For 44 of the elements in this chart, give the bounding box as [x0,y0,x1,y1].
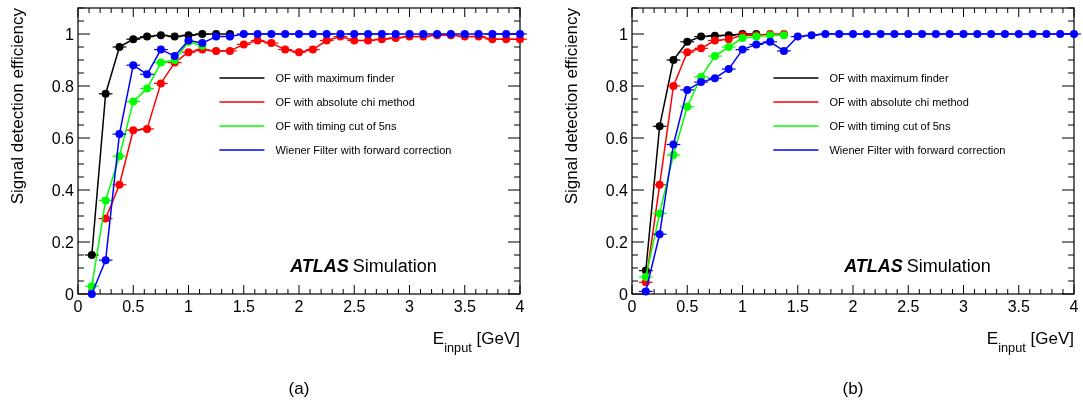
legend-label: OF with timing cut of 5ns [275,120,397,132]
x-axis-title: E$_{input}$ [GeV] [986,329,1074,355]
x-tick-label: 2 [294,298,304,315]
x-tick-label: 4 [515,298,525,315]
y-tick-label: 1 [65,26,75,43]
y-tick-label: 0.4 [51,182,75,199]
legend-label: OF with maximum finder [829,72,949,84]
x-tick-label: 1 [184,298,194,315]
y-tick-label: 1 [619,26,629,43]
legend-label: OF with timing cut of 5ns [829,120,951,132]
y-axis-title: Signal detection efficiency [8,7,27,205]
y-axis-title: Signal detection efficiency [562,7,581,205]
x-tick-label: 0.5 [122,298,145,315]
legend-label: Wiener Filter with forward correction [275,144,452,156]
legend-label: OF with maximum finder [275,72,395,84]
x-tick-label: 3.5 [453,298,476,315]
y-tick-label: 0.6 [605,130,629,147]
y-tick-label: 0.8 [605,78,629,95]
y-tick-label: 0 [65,286,75,303]
legend-label: Wiener Filter with forward correction [829,144,1006,156]
x-tick-label: 3.5 [1007,298,1030,315]
x-tick-label: 1.5 [786,298,809,315]
x-tick-label: 2.5 [343,298,366,315]
y-tick-label: 0.8 [51,78,75,95]
x-tick-label: 2.5 [897,298,920,315]
annotation: ATLAS Simulation [289,256,437,276]
text: (a) [288,379,310,398]
legend-label: OF with absolute chi method [829,96,969,108]
x-tick-label: 0.5 [676,298,699,315]
x-tick-label: 3 [405,298,415,315]
x-tick-label: 3 [959,298,969,315]
y-tick-label: 0.2 [605,234,629,251]
x-tick-label: 2 [848,298,858,315]
x-tick-label: 1.5 [232,298,255,315]
text: (b) [842,379,864,398]
y-tick-label: 0.6 [51,130,75,147]
y-tick-label: 0.2 [51,234,75,251]
x-tick-label: 4 [1069,298,1079,315]
y-tick-label: 0 [619,286,629,303]
x-tick-label: 1 [738,298,748,315]
legend-label: OF with absolute chi method [275,96,415,108]
y-tick-label: 0.4 [605,182,629,199]
x-axis-title: E$_{input}$ [GeV] [432,329,520,355]
annotation: ATLAS Simulation [843,256,991,276]
